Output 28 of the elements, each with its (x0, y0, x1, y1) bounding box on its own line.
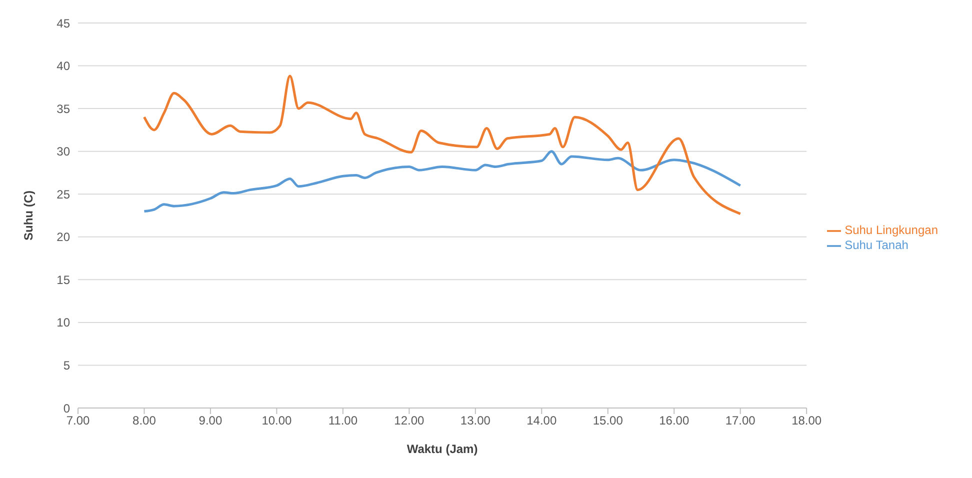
x-tick-label: 12.00 (394, 414, 425, 428)
x-tick-label: 13.00 (460, 414, 491, 428)
y-tick-label: 45 (56, 16, 70, 30)
y-tick-label: 35 (56, 102, 70, 116)
x-tick-label: 16.00 (659, 414, 690, 428)
y-tick-label: 25 (56, 187, 70, 202)
x-axis-title: Waktu (Jam) (406, 442, 478, 456)
x-tick-label: 9.00 (198, 414, 222, 428)
y-tick-label: 40 (56, 59, 70, 74)
x-tick-label: 18.00 (792, 414, 822, 428)
line-series (142, 150, 742, 212)
y-tick-label: 0 (63, 401, 70, 416)
x-tick-label: 7.00 (66, 414, 90, 428)
legend-label: Suhu Lingkungan (844, 223, 938, 238)
x-tick-label: 17.00 (725, 414, 756, 428)
x-tick-label: 15.00 (592, 414, 624, 428)
y-axis-title: Suhu (C) (21, 190, 36, 240)
y-tick-label: 20 (56, 230, 70, 244)
y-tick-label: 10 (56, 316, 70, 330)
line-series (142, 74, 742, 216)
y-tick-label: 15 (56, 272, 70, 287)
x-tick-label: 10.00 (262, 414, 292, 428)
x-tick-label: 8.00 (132, 414, 156, 428)
y-tick-label: 30 (56, 144, 70, 159)
y-tick-label: 5 (63, 358, 70, 372)
legend-label: Suhu Tanah (844, 238, 908, 252)
x-tick-label: 11.00 (328, 414, 358, 428)
x-tick-label: 14.00 (526, 414, 557, 428)
